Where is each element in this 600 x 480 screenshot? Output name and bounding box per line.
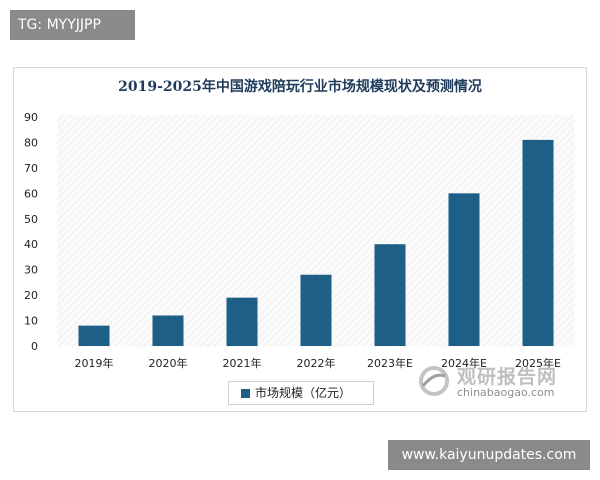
top-watermark-tag: TG: MYYJJPP bbox=[10, 10, 135, 40]
y-tick-label-3: 30 bbox=[24, 264, 38, 277]
y-tick-label-5: 50 bbox=[24, 213, 38, 226]
bar-0 bbox=[78, 325, 110, 346]
bar-6 bbox=[522, 139, 554, 346]
chart-legend: 市场规模（亿元） bbox=[228, 381, 374, 405]
y-tick-label-9: 90 bbox=[24, 111, 38, 124]
y-tick-label-0: 0 bbox=[31, 340, 38, 353]
y-tick-label-6: 60 bbox=[24, 187, 38, 200]
bar-4 bbox=[374, 244, 406, 346]
x-tick-label-1: 2020年 bbox=[149, 356, 188, 370]
y-tick-label-4: 40 bbox=[24, 238, 38, 251]
x-tick-label-3: 2022年 bbox=[297, 356, 336, 370]
watermark-site: chinabaogao.com bbox=[457, 386, 555, 399]
y-tick-label-1: 10 bbox=[24, 315, 38, 328]
bar-1 bbox=[152, 315, 184, 346]
watermark-logo-icon bbox=[419, 366, 449, 396]
watermark-title: 观研报告网 bbox=[457, 366, 558, 388]
site-watermark: 观研报告网 chinabaogao.com bbox=[417, 362, 577, 404]
legend-swatch bbox=[241, 389, 250, 398]
y-tick-label-7: 70 bbox=[24, 162, 38, 175]
legend-label: 市场规模（亿元） bbox=[255, 386, 352, 400]
x-tick-label-5: 2024年E bbox=[441, 356, 487, 370]
bar-5 bbox=[448, 193, 480, 346]
bottom-watermark-tag: www.kaiyunupdates.com bbox=[388, 440, 590, 470]
x-tick-label-4: 2023年E bbox=[367, 356, 413, 370]
bar-2 bbox=[226, 297, 258, 346]
y-tick-label-8: 80 bbox=[24, 136, 38, 149]
x-tick-label-0: 2019年 bbox=[75, 356, 114, 370]
x-tick-label-6: 2025年E bbox=[515, 356, 561, 370]
chart-title: 2019-2025年中国游戏陪玩行业市场规模现状及预测情况 bbox=[118, 79, 482, 95]
y-tick-label-2: 20 bbox=[24, 289, 38, 302]
x-tick-label-2: 2021年 bbox=[223, 356, 262, 370]
bar-3 bbox=[300, 274, 332, 346]
